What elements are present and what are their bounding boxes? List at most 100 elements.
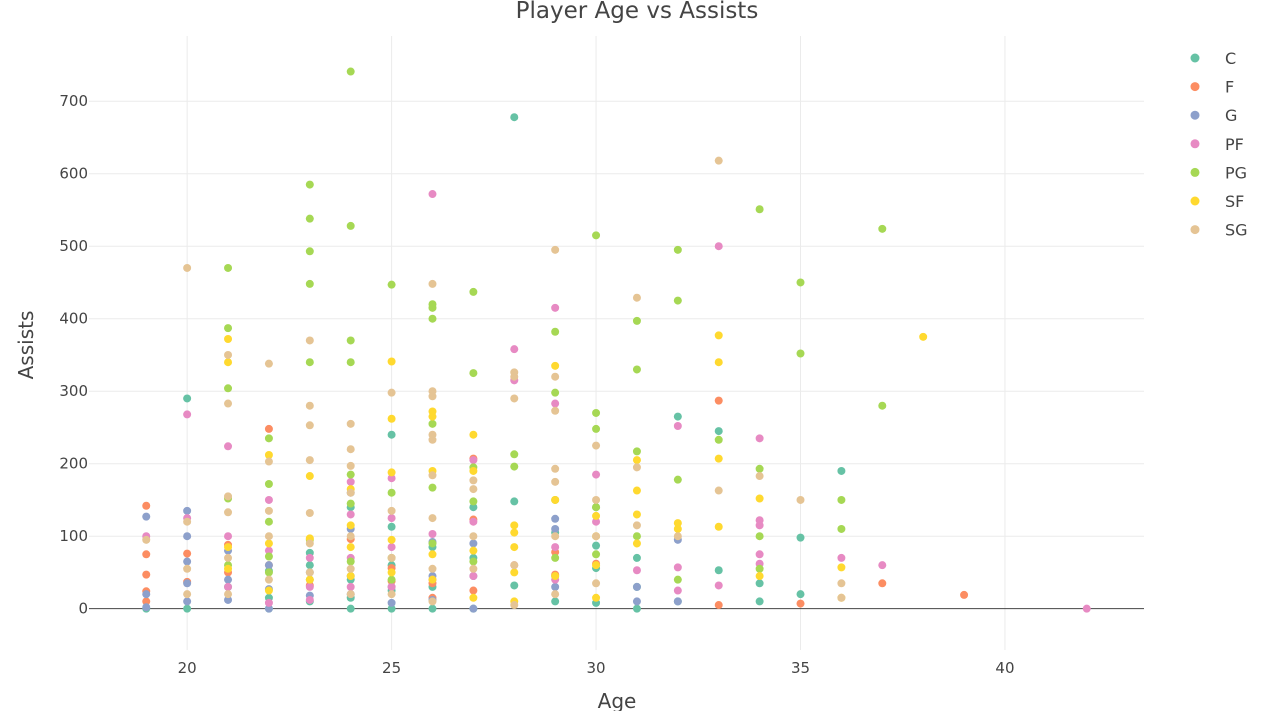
data-point — [714, 156, 723, 165]
data-point — [305, 358, 314, 367]
data-point — [264, 532, 273, 541]
legend-item-g[interactable]: G — [1190, 106, 1238, 125]
x-axis-title: Age — [598, 689, 637, 711]
data-point — [469, 517, 478, 526]
data-point — [510, 543, 519, 552]
x-tick-label: 30 — [587, 659, 606, 677]
data-point — [510, 568, 519, 577]
data-point — [142, 590, 151, 599]
legend-marker — [1190, 225, 1200, 235]
data-point — [592, 593, 601, 602]
data-point — [346, 564, 355, 573]
data-point — [305, 214, 314, 223]
data-point — [305, 472, 314, 481]
data-point — [387, 590, 396, 599]
data-point — [346, 543, 355, 552]
legend-item-sg[interactable]: SG — [1190, 221, 1248, 240]
data-point — [673, 524, 682, 533]
data-point — [387, 575, 396, 584]
y-tick-label: 200 — [59, 455, 88, 473]
data-point — [796, 533, 805, 542]
data-point — [264, 539, 273, 548]
data-point — [673, 597, 682, 606]
data-point — [428, 550, 437, 559]
data-point — [387, 506, 396, 515]
data-point — [632, 316, 641, 325]
data-point — [755, 205, 764, 214]
data-point — [387, 488, 396, 497]
data-point — [264, 359, 273, 368]
data-point — [469, 503, 478, 512]
data-point — [183, 564, 192, 573]
data-point — [264, 517, 273, 526]
y-tick-label: 600 — [59, 165, 88, 183]
data-point — [224, 350, 233, 359]
series-pg — [224, 67, 887, 584]
data-point — [305, 421, 314, 430]
data-point — [878, 561, 887, 570]
data-point — [183, 532, 192, 541]
data-point — [387, 474, 396, 483]
data-point — [469, 532, 478, 541]
data-point — [714, 435, 723, 444]
data-point — [510, 497, 519, 506]
data-point — [387, 553, 396, 562]
data-point — [224, 595, 233, 604]
data-point — [592, 503, 601, 512]
data-point — [714, 396, 723, 405]
data-point — [346, 510, 355, 519]
data-point — [551, 388, 560, 397]
data-point — [346, 488, 355, 497]
y-tick-label: 300 — [59, 382, 88, 400]
data-point — [346, 419, 355, 428]
data-point — [592, 579, 601, 588]
legend: CFG PF PG SF SG — [1190, 49, 1248, 240]
data-point — [592, 470, 601, 479]
data-point — [755, 434, 764, 443]
data-point — [183, 517, 192, 526]
data-point — [837, 553, 846, 562]
data-point — [428, 392, 437, 401]
x-axis-ticks: 20 25 30 35 40 — [178, 659, 1015, 677]
data-point — [714, 486, 723, 495]
data-point — [551, 303, 560, 312]
data-point — [305, 456, 314, 465]
data-point — [224, 582, 233, 591]
data-point — [592, 541, 601, 550]
data-point — [837, 579, 846, 588]
data-point — [632, 365, 641, 374]
data-point — [142, 597, 151, 606]
data-point — [224, 492, 233, 501]
data-point — [183, 394, 192, 403]
data-point — [632, 532, 641, 541]
data-point — [551, 361, 560, 370]
data-point — [592, 424, 601, 433]
legend-item-pg[interactable]: PG — [1190, 163, 1248, 182]
data-point — [428, 530, 437, 539]
data-point — [142, 570, 151, 579]
data-point — [837, 466, 846, 475]
data-point — [714, 566, 723, 575]
legend-marker — [1190, 82, 1200, 92]
legend-item-sf[interactable]: SF — [1190, 192, 1245, 211]
data-point — [592, 511, 601, 520]
data-point — [428, 190, 437, 199]
data-point — [346, 557, 355, 566]
y-axis-title: Assists — [14, 311, 38, 380]
legend-item-f[interactable]: F — [1190, 78, 1235, 97]
data-point — [305, 401, 314, 410]
data-point — [142, 501, 151, 510]
data-point — [428, 435, 437, 444]
legend-item-pf[interactable]: PF — [1190, 135, 1244, 154]
data-point — [714, 331, 723, 340]
data-point — [305, 247, 314, 256]
data-point — [305, 508, 314, 517]
data-point — [837, 495, 846, 504]
grid-lines — [89, 36, 1144, 650]
data-point — [183, 410, 192, 419]
data-point — [878, 224, 887, 233]
data-point — [183, 604, 192, 613]
legend-item-c[interactable]: C — [1190, 49, 1237, 68]
data-point — [346, 445, 355, 454]
